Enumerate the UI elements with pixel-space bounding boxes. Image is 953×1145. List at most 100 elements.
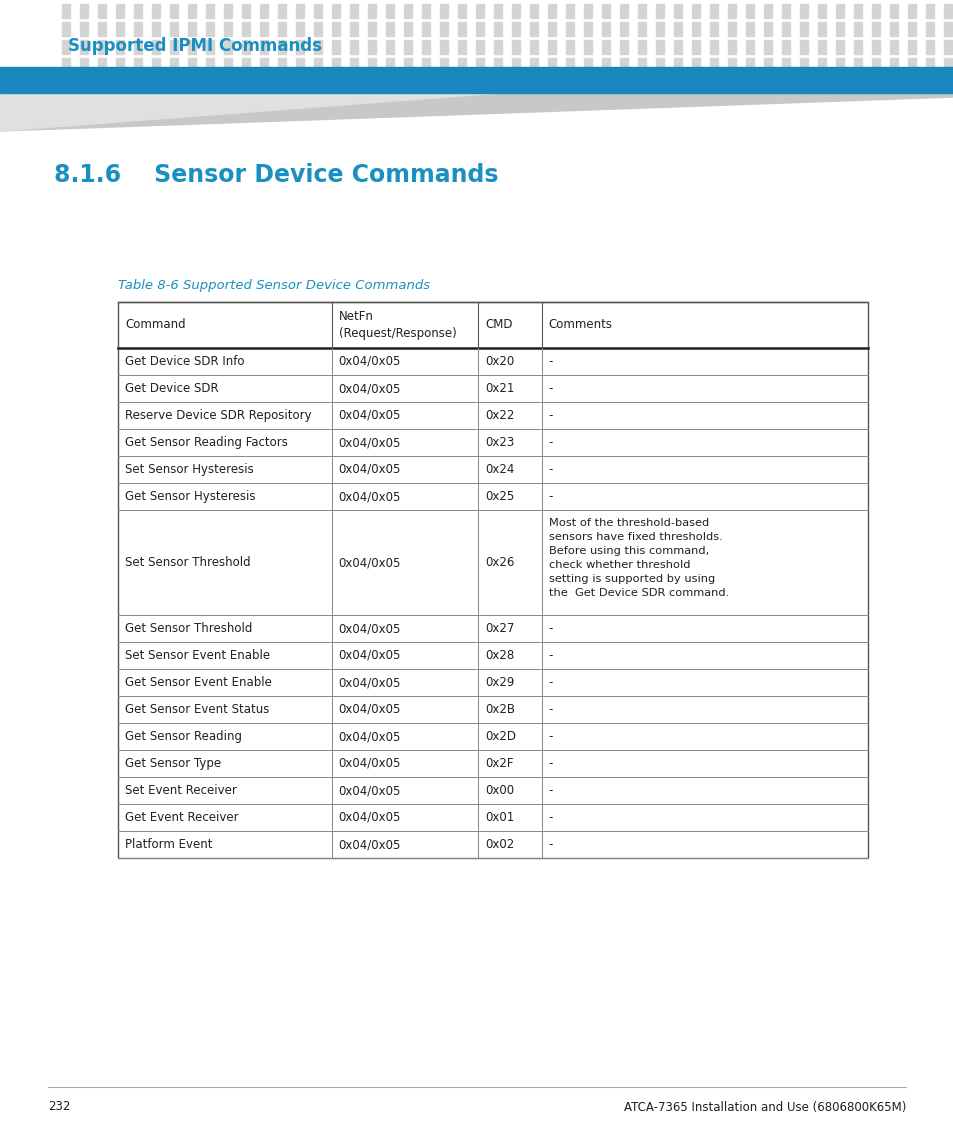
Text: Table 8-6 Supported Sensor Device Commands: Table 8-6 Supported Sensor Device Comman… — [118, 278, 430, 292]
Bar — [152, 3, 160, 18]
Bar — [601, 76, 609, 90]
Bar — [800, 76, 807, 90]
Text: Command: Command — [125, 318, 186, 332]
Bar — [727, 58, 735, 72]
Bar — [457, 40, 465, 54]
Bar — [565, 76, 574, 90]
Text: Get Sensor Reading: Get Sensor Reading — [125, 731, 242, 743]
Bar — [80, 58, 88, 72]
Bar — [421, 76, 430, 90]
Text: 0x04/0x05: 0x04/0x05 — [338, 436, 400, 449]
Text: -: - — [548, 490, 553, 503]
Bar — [925, 76, 933, 90]
Text: -: - — [548, 382, 553, 395]
Bar — [457, 22, 465, 35]
Bar — [727, 22, 735, 35]
Bar — [745, 76, 753, 90]
Text: Get Sensor Reading Factors: Get Sensor Reading Factors — [125, 436, 288, 449]
Text: Get Sensor Type: Get Sensor Type — [125, 757, 221, 769]
Bar — [583, 58, 592, 72]
Bar — [494, 22, 501, 35]
Bar — [98, 76, 106, 90]
Bar — [188, 40, 195, 54]
Bar — [206, 3, 213, 18]
Text: 0x23: 0x23 — [484, 436, 514, 449]
Bar — [943, 3, 951, 18]
Text: Set Sensor Hysteresis: Set Sensor Hysteresis — [125, 463, 253, 476]
Bar — [80, 76, 88, 90]
Bar — [691, 58, 700, 72]
Bar — [350, 58, 357, 72]
Bar — [494, 58, 501, 72]
Bar — [206, 22, 213, 35]
Bar — [421, 22, 430, 35]
Bar — [691, 22, 700, 35]
Bar — [691, 76, 700, 90]
Bar — [170, 40, 178, 54]
Bar — [494, 76, 501, 90]
Bar — [547, 40, 556, 54]
Bar — [295, 40, 304, 54]
Text: 0x22: 0x22 — [484, 409, 514, 423]
Bar — [152, 58, 160, 72]
Bar — [889, 22, 897, 35]
Bar — [925, 40, 933, 54]
Bar — [314, 58, 322, 72]
Bar — [403, 3, 412, 18]
Text: Get Sensor Event Status: Get Sensor Event Status — [125, 703, 269, 716]
Bar — [332, 58, 339, 72]
Bar — [565, 40, 574, 54]
Bar — [224, 3, 232, 18]
Polygon shape — [0, 93, 953, 131]
Text: 0x04/0x05: 0x04/0x05 — [338, 703, 400, 716]
Text: Supported IPMI Commands: Supported IPMI Commands — [68, 37, 322, 55]
Text: 0x20: 0x20 — [484, 355, 514, 368]
Bar — [0, 68, 953, 93]
Bar — [673, 58, 681, 72]
Text: 0x04/0x05: 0x04/0x05 — [338, 811, 400, 824]
Bar — [763, 3, 771, 18]
Text: Set Sensor Event Enable: Set Sensor Event Enable — [125, 649, 270, 662]
Bar — [277, 40, 286, 54]
Bar — [565, 3, 574, 18]
Bar — [242, 76, 250, 90]
Bar — [583, 76, 592, 90]
Bar — [512, 40, 519, 54]
Bar — [403, 40, 412, 54]
Bar — [116, 76, 124, 90]
Bar — [224, 58, 232, 72]
Bar — [817, 3, 825, 18]
Bar — [332, 3, 339, 18]
Bar — [583, 3, 592, 18]
Bar — [673, 22, 681, 35]
Bar — [368, 58, 375, 72]
Text: Get Device SDR Info: Get Device SDR Info — [125, 355, 244, 368]
Bar — [512, 3, 519, 18]
Bar — [547, 76, 556, 90]
Bar — [350, 40, 357, 54]
Bar — [565, 22, 574, 35]
Bar — [476, 22, 483, 35]
Text: CMD: CMD — [484, 318, 512, 332]
Text: -: - — [548, 622, 553, 635]
Bar — [439, 76, 448, 90]
Text: NetFn
(Request/Response): NetFn (Request/Response) — [338, 310, 456, 340]
Bar — [260, 3, 268, 18]
Bar — [476, 40, 483, 54]
Bar — [601, 40, 609, 54]
Bar — [656, 40, 663, 54]
Bar — [583, 22, 592, 35]
Bar — [457, 76, 465, 90]
Bar — [277, 58, 286, 72]
Bar — [62, 58, 70, 72]
Bar — [133, 58, 142, 72]
Bar — [224, 40, 232, 54]
Bar — [260, 76, 268, 90]
Text: -: - — [548, 436, 553, 449]
Bar — [512, 76, 519, 90]
Bar — [80, 40, 88, 54]
Text: 0x04/0x05: 0x04/0x05 — [338, 355, 400, 368]
Text: Reserve Device SDR Repository: Reserve Device SDR Repository — [125, 409, 312, 423]
Bar — [781, 58, 789, 72]
Bar — [242, 40, 250, 54]
